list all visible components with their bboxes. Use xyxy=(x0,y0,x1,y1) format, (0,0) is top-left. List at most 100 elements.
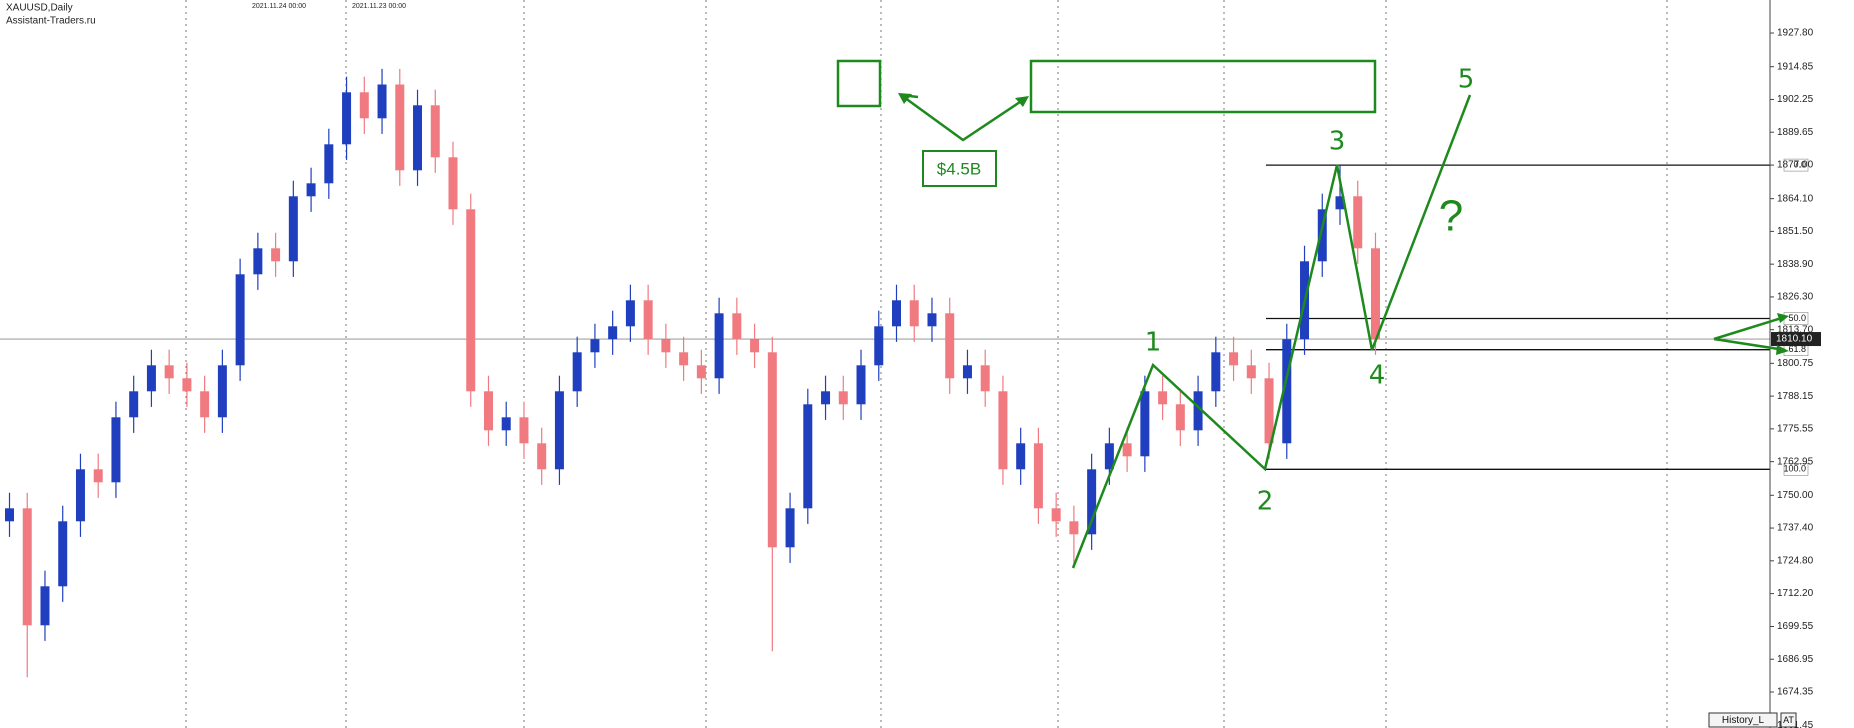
y-tick-label: 1851.50 xyxy=(1777,226,1814,237)
candle-body xyxy=(288,196,298,262)
candle-body xyxy=(590,339,600,353)
candle-body xyxy=(785,508,795,548)
wave-label: 2 xyxy=(1257,487,1274,517)
y-tick-label: 1889.65 xyxy=(1777,127,1814,138)
candle-body xyxy=(1087,469,1097,535)
money-label: $4.5B xyxy=(937,159,981,178)
candle-body xyxy=(146,365,156,392)
highlight-box xyxy=(1029,59,1377,114)
question-mark: ? xyxy=(1439,192,1463,241)
arrow-head xyxy=(898,93,912,104)
chart-title: XAUUSD,Daily xyxy=(6,3,73,14)
candle-body xyxy=(466,209,476,392)
chart-subtitle: Assistant-Traders.ru xyxy=(6,16,96,27)
arrow xyxy=(1713,315,1786,341)
wave-label: 5 xyxy=(1458,65,1475,95)
candle-body xyxy=(395,84,405,171)
candle-body xyxy=(164,365,174,379)
arrow-head xyxy=(1776,345,1789,355)
candles xyxy=(5,68,1380,678)
candle-body xyxy=(1335,196,1345,210)
candle-body xyxy=(1353,196,1363,249)
candle-body xyxy=(519,417,529,444)
candle-body xyxy=(1051,508,1061,522)
candle-body xyxy=(838,391,848,405)
candle-body xyxy=(1069,521,1079,535)
candle-body xyxy=(1264,378,1274,444)
candle-body xyxy=(1370,248,1380,340)
candle-body xyxy=(661,339,671,353)
fib-label-box xyxy=(1783,462,1809,476)
wave-label: 4 xyxy=(1369,361,1386,391)
candle-body xyxy=(874,326,884,366)
candle-body xyxy=(217,365,227,418)
button[interactable] xyxy=(1780,712,1797,728)
y-tick-label: 1712.20 xyxy=(1777,588,1814,599)
candle-body xyxy=(732,313,742,340)
y-tick-label: 1762.95 xyxy=(1777,456,1814,467)
candle-body xyxy=(1229,352,1239,366)
candle-body xyxy=(750,339,760,353)
candle-body xyxy=(430,105,440,158)
candle-body xyxy=(5,508,14,522)
button-label[interactable]: AT xyxy=(1783,715,1794,725)
fib-label: 0.0 xyxy=(1793,159,1806,169)
wave-annotations xyxy=(836,59,1786,569)
y-tick-label: 1724.80 xyxy=(1777,555,1814,566)
candle-body xyxy=(892,300,901,327)
candle-body xyxy=(111,417,121,483)
candle-body xyxy=(253,248,263,275)
fib-label: 61.8 xyxy=(1788,344,1806,354)
candle-body xyxy=(93,469,103,483)
candle-body xyxy=(1033,443,1043,509)
candle-body xyxy=(821,391,831,405)
candle-body xyxy=(696,365,706,379)
candle-body xyxy=(1122,443,1132,457)
candle-body xyxy=(359,92,369,119)
y-tick-label: 1877.00 xyxy=(1777,160,1814,171)
wave-label: 3 xyxy=(1329,127,1346,157)
candle-body xyxy=(40,586,50,626)
candle-body xyxy=(945,313,955,379)
candle-body xyxy=(501,417,511,431)
candle-body xyxy=(998,391,1008,470)
y-tick-label: 1902.25 xyxy=(1777,94,1814,105)
fib-label: 100.0 xyxy=(1783,464,1806,474)
y-tick-label: 1750.00 xyxy=(1777,490,1814,501)
candle-body xyxy=(182,378,192,392)
candle-body xyxy=(643,300,653,340)
arrow-head xyxy=(1777,313,1789,323)
candle-body xyxy=(1211,352,1221,392)
candle-body xyxy=(483,391,493,431)
candle-body xyxy=(980,365,990,392)
candle-body xyxy=(413,105,423,171)
y-tick-label: 1864.10 xyxy=(1777,193,1814,204)
arrow xyxy=(1713,337,1786,352)
candle-body xyxy=(608,326,618,340)
highlight-box xyxy=(836,59,882,108)
candle-body xyxy=(342,92,352,145)
candle-body xyxy=(927,313,937,327)
y-tick-label: 1838.90 xyxy=(1777,259,1814,270)
wave-path xyxy=(1071,164,1374,569)
candle-body xyxy=(306,183,316,197)
current-price-tag xyxy=(1771,332,1821,347)
y-tick-label: 1788.15 xyxy=(1777,391,1814,402)
y-tick-label: 1826.30 xyxy=(1777,292,1814,303)
candle-body xyxy=(448,157,458,210)
arrow-head xyxy=(1015,96,1029,107)
button[interactable] xyxy=(1708,712,1778,728)
candle-body xyxy=(679,352,689,366)
wave-label: 1 xyxy=(1145,328,1162,358)
candle-body xyxy=(1282,339,1292,444)
button-label[interactable]: History_L xyxy=(1722,715,1765,726)
candle-body xyxy=(714,313,724,379)
candle-body xyxy=(1246,365,1256,379)
candle-body xyxy=(909,300,919,327)
current-price-label: 1810.10 xyxy=(1776,334,1813,345)
arrow xyxy=(900,93,1027,142)
wave-projection xyxy=(1370,94,1472,351)
candle-body xyxy=(1158,391,1168,405)
candle-body xyxy=(1193,391,1203,431)
